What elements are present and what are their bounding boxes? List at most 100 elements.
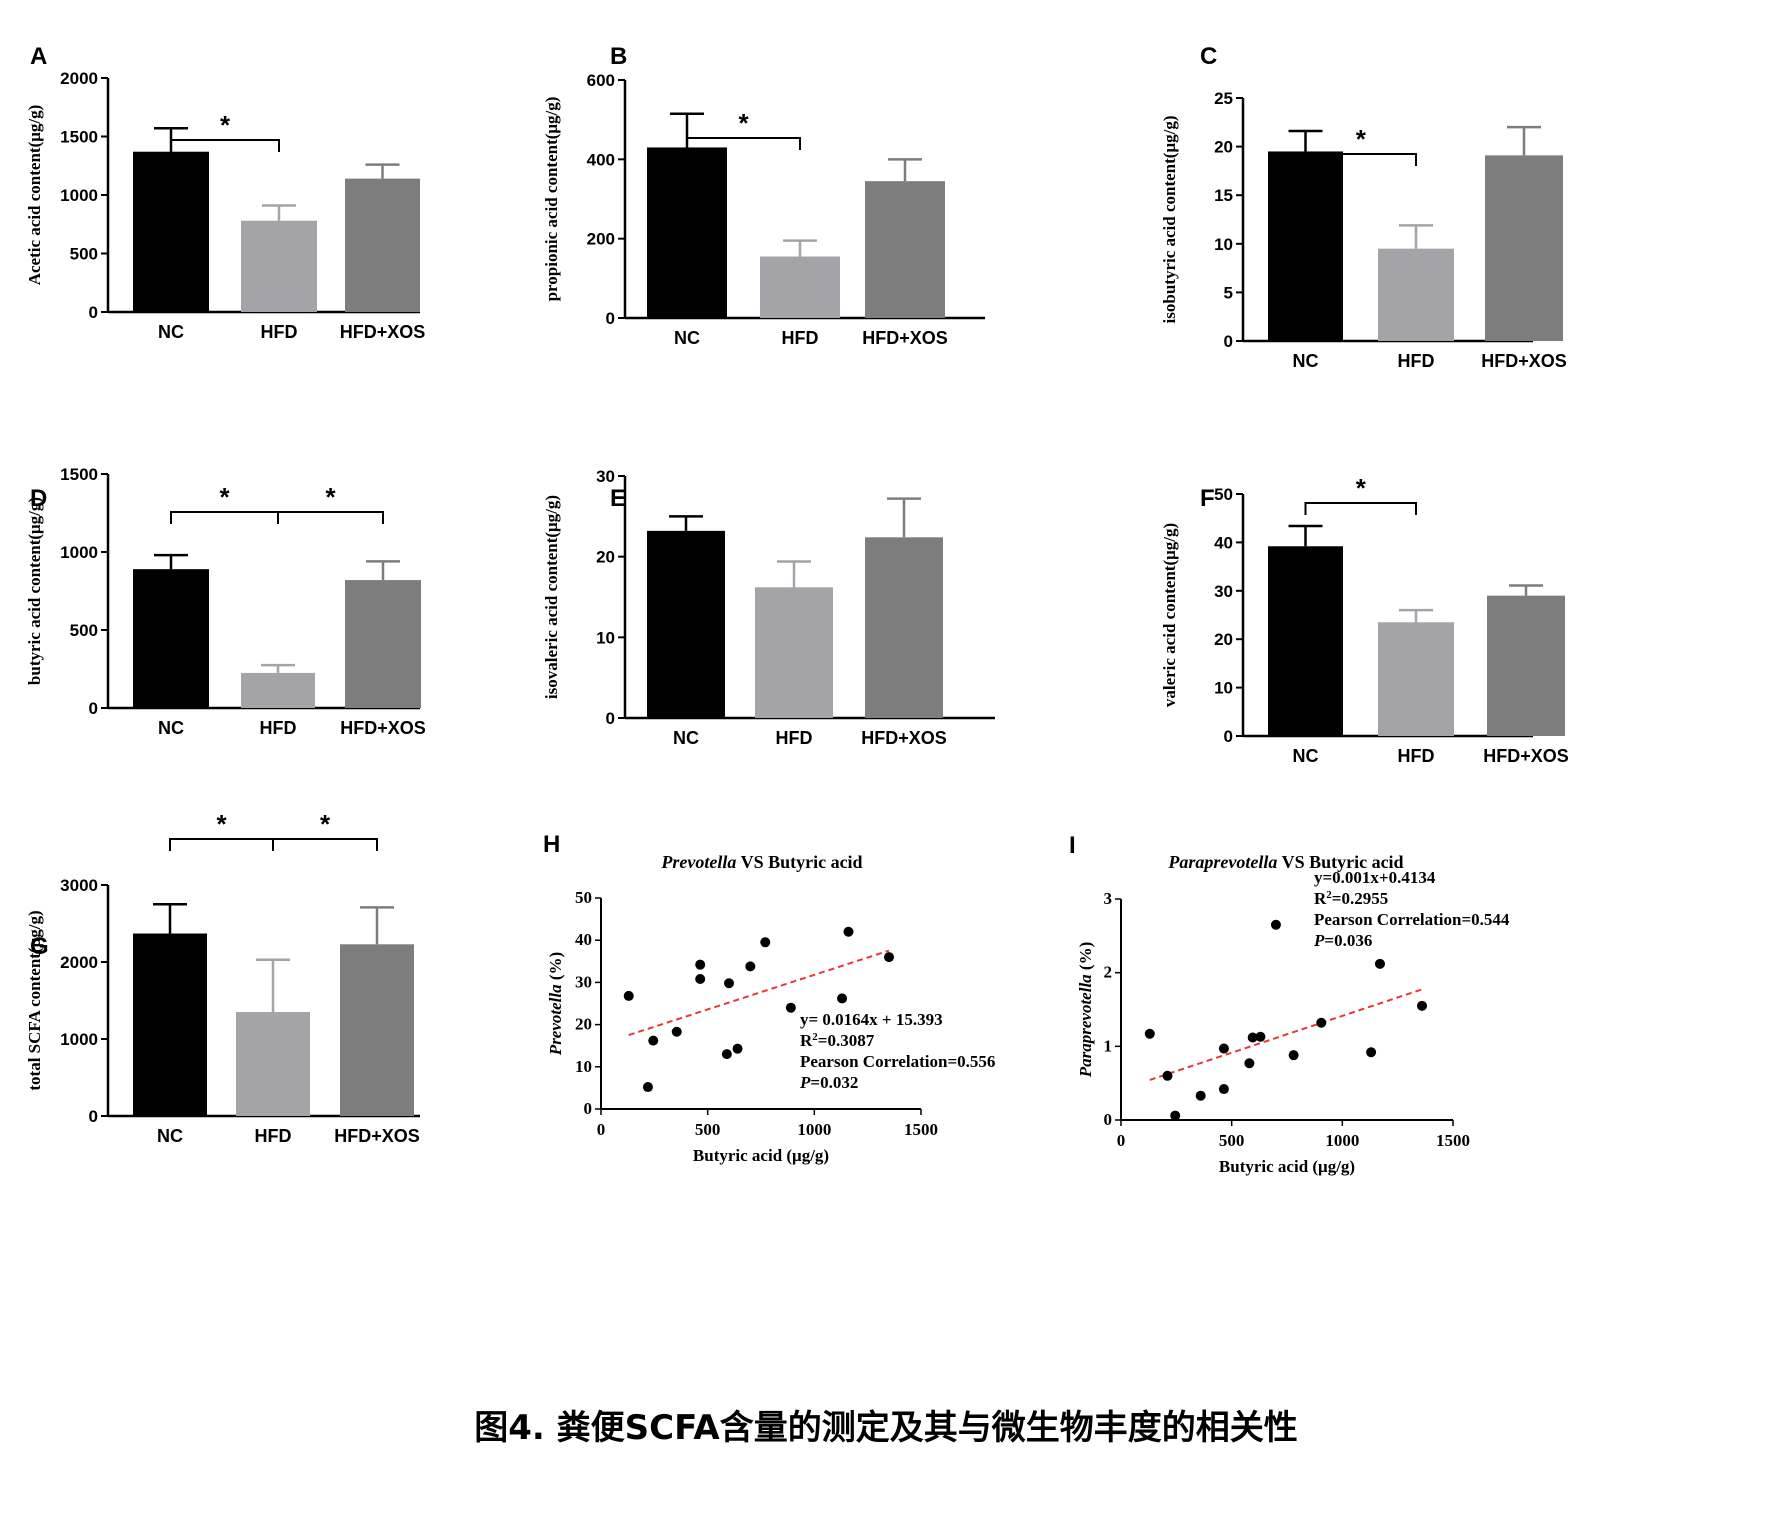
trend-line bbox=[1149, 988, 1423, 1081]
y-tick-label: 10 bbox=[1214, 679, 1233, 698]
y-tick-label: 2000 bbox=[60, 953, 98, 972]
y-tick-label: 25 bbox=[1214, 89, 1233, 108]
data-point bbox=[1417, 1000, 1428, 1011]
plot-area-d: 0 500 1000 1500 butyric acid content(μg/g) NC… bbox=[25, 465, 426, 738]
significance-star: * bbox=[216, 809, 227, 839]
panel-label: I bbox=[1069, 832, 1076, 859]
x-category-label: HFD bbox=[260, 718, 297, 738]
x-category-label: NC bbox=[674, 328, 700, 348]
x-category-label: NC bbox=[158, 322, 184, 342]
bar-hfd bbox=[1378, 622, 1454, 736]
bar-nc bbox=[133, 151, 209, 312]
data-point bbox=[1195, 1090, 1206, 1101]
data-point bbox=[837, 993, 848, 1004]
bar-chart-b: 0 200 400 600 propionic acid content(μg/g) NC… bbox=[542, 43, 985, 348]
significance-star: * bbox=[320, 809, 331, 839]
bar-chart-c: 0 5 10 15 20 25 isobutyric acid content(μg/g) N… bbox=[1160, 43, 1567, 371]
y-tick-label: 15 bbox=[1214, 186, 1233, 205]
y-tick-label: 20 bbox=[1214, 138, 1233, 157]
bar-chart-d: 0 500 1000 1500 butyric acid content(μg/g) NC… bbox=[25, 465, 426, 738]
bar-hfdxos bbox=[1485, 155, 1563, 341]
data-point bbox=[1316, 1017, 1327, 1028]
plot-area-e: 0 10 20 30 isovaleric acid content(μg/g) NC HF… bbox=[542, 467, 995, 748]
data-point bbox=[732, 1043, 743, 1054]
data-point bbox=[695, 959, 706, 970]
bar-hfdxos bbox=[865, 537, 943, 718]
y-axis-label: Acetic acid content(μg/g) bbox=[25, 105, 44, 286]
panel-f: 0 10 20 30 40 50 valeric acid content(μg/g) NC H… bbox=[1160, 473, 1680, 872]
y-tick-label: 500 bbox=[70, 621, 98, 640]
y-axis-label: valeric acid content(μg/g) bbox=[1160, 523, 1179, 707]
plot-area-a: 0 500 1000 1500 2000 Acetic acid content(μg/g… bbox=[25, 69, 425, 342]
y-tick-label: 1000 bbox=[60, 1030, 98, 1049]
y-tick-label: 5 bbox=[1224, 283, 1233, 302]
x-category-label: HFD+XOS bbox=[862, 328, 948, 348]
panel-label: E bbox=[610, 485, 626, 512]
data-point bbox=[724, 978, 734, 989]
y-axis-label: Prevotella (%) bbox=[546, 952, 565, 1056]
data-point bbox=[1247, 1032, 1258, 1043]
y-tick-label: 1000 bbox=[60, 186, 98, 205]
bar-hfd bbox=[760, 256, 840, 318]
x-category-label: HFD+XOS bbox=[861, 728, 947, 748]
data-point bbox=[642, 1082, 653, 1093]
x-category-label: HFD+XOS bbox=[340, 718, 426, 738]
y-tick-label: 600 bbox=[587, 71, 615, 90]
data-point bbox=[1218, 1043, 1229, 1054]
y-axis-label: butyric acid content(μg/g) bbox=[25, 497, 44, 685]
y-tick-label: 10 bbox=[575, 1057, 592, 1076]
data-point bbox=[623, 990, 634, 1001]
y-tick-label: 3000 bbox=[60, 876, 98, 895]
plot-area-i: 0 1 2 3 0 500 1000 1500 Butyric acid (μg/g) Parap… bbox=[1076, 889, 1470, 1176]
x-tick-label: 0 bbox=[597, 1120, 606, 1139]
significance-bracket bbox=[272, 838, 378, 851]
y-tick-label: 30 bbox=[1214, 582, 1233, 601]
plot-area-g: 0 1000 2000 3000 total SCFA content(μg/g) NC H… bbox=[25, 809, 420, 1146]
x-category-label: HFD bbox=[776, 728, 813, 748]
y-tick-label: 0 bbox=[89, 303, 98, 322]
plot-area-f: 0 10 20 30 40 50 valeric acid content(μg/g) NC H… bbox=[1160, 473, 1569, 766]
significance-star: * bbox=[325, 482, 336, 512]
stat-annotation: Pearson Correlation=0.544 bbox=[1314, 910, 1510, 929]
significance-star: * bbox=[220, 110, 231, 140]
bar-chart-g: 0 1000 2000 3000 total SCFA content(μg/g) NC H… bbox=[25, 809, 420, 1146]
y-tick-label: 30 bbox=[596, 467, 615, 486]
bar-hfd bbox=[241, 220, 317, 312]
bar-hfdxos bbox=[1487, 595, 1565, 736]
y-axis-label: Paraprevotella (%) bbox=[1076, 942, 1095, 1079]
x-category-label: HFD+XOS bbox=[334, 1126, 420, 1146]
x-category-label: HFD bbox=[1398, 351, 1435, 371]
y-tick-label: 0 bbox=[584, 1099, 593, 1118]
y-tick-label: 10 bbox=[1214, 235, 1233, 254]
stat-annotation: y=0.001x+0.4134 bbox=[1314, 868, 1436, 887]
y-tick-label: 20 bbox=[1214, 630, 1233, 649]
panel-e: 0 10 20 30 isovaleric acid content(μg/g) NC HF… bbox=[542, 467, 1090, 852]
panel-label: D bbox=[30, 485, 47, 512]
data-point bbox=[1244, 1058, 1255, 1069]
x-tick-label: 500 bbox=[695, 1120, 721, 1139]
x-tick-label: 1000 bbox=[797, 1120, 831, 1139]
y-tick-label: 0 bbox=[606, 309, 615, 328]
stat-annotation: Pearson Correlation=0.556 bbox=[800, 1052, 995, 1071]
bar-chart-e: 0 10 20 30 isovaleric acid content(μg/g) NC HF… bbox=[542, 467, 995, 748]
plot-area-c: 0 5 10 15 20 25 isobutyric acid content(μg/g) N… bbox=[1160, 89, 1567, 371]
x-category-label: NC bbox=[1293, 351, 1319, 371]
bar-hfdxos bbox=[345, 580, 421, 708]
y-axis-label: isobutyric acid content(μg/g) bbox=[1160, 116, 1179, 324]
data-point bbox=[1366, 1047, 1377, 1058]
x-tick-label: 1500 bbox=[904, 1120, 938, 1139]
y-axis-label: total SCFA content(μg/g) bbox=[25, 910, 44, 1090]
data-point bbox=[671, 1026, 682, 1037]
y-tick-label: 200 bbox=[587, 230, 615, 249]
y-tick-label: 1000 bbox=[60, 543, 98, 562]
x-axis-label: Butyric acid (μg/g) bbox=[1219, 1157, 1355, 1176]
panel-i: 0 1 2 3 0 500 1000 1500 Butyric acid (μg/g) Parap… bbox=[1051, 829, 1611, 1229]
significance-star: * bbox=[1356, 473, 1367, 503]
data-point bbox=[1218, 1084, 1229, 1095]
stat-annotation: P=0.036 bbox=[1313, 931, 1372, 950]
data-point bbox=[648, 1035, 659, 1046]
data-point bbox=[760, 937, 771, 948]
y-tick-label: 20 bbox=[575, 1015, 592, 1034]
x-category-label: HFD bbox=[1398, 746, 1435, 766]
data-point bbox=[1288, 1050, 1299, 1061]
